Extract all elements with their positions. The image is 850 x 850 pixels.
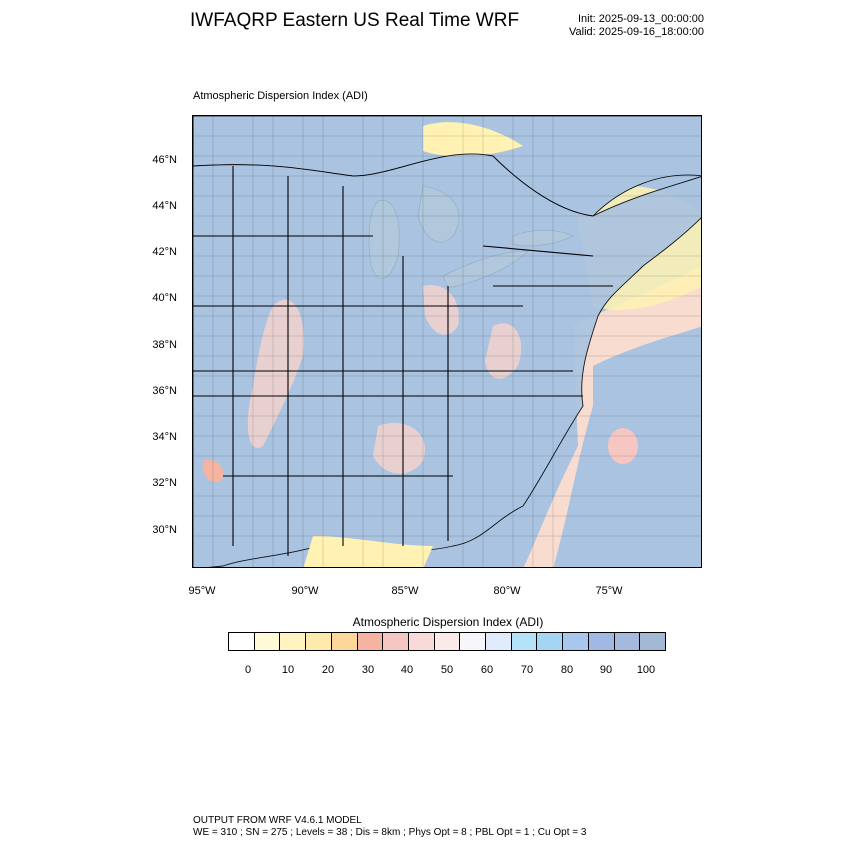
footer-line-2: WE = 310 ; SN = 275 ; Levels = 38 ; Dis … [193,827,587,838]
colorbar-label-80: 80 [560,664,574,676]
colorbar-label-50: 50 [440,664,454,676]
colorbar-segment [511,633,538,650]
lat-label-38: 38°N [152,339,177,351]
colorbar-segment [254,633,281,650]
footer-line-1: OUTPUT FROM WRF V4.6.1 MODEL [193,815,362,826]
lon-label-75: 75°W [595,585,623,597]
lon-label-85: 85°W [391,585,419,597]
lat-label-32: 32°N [152,477,177,489]
lon-label-90: 90°W [291,585,319,597]
colorbar-segment [229,633,255,650]
warm-patch-alabama [373,422,425,474]
colorbar-segment [280,633,307,650]
colorbar-segment [408,633,435,650]
lat-label-44: 44°N [152,200,177,212]
adi-map [193,116,701,567]
warm-patch-virginia [485,323,522,379]
page-title: IWFAQRP Eastern US Real Time WRF [190,10,520,31]
colorbar-segment [537,633,564,650]
colorbar-title: Atmospheric Dispersion Index (ADI) [352,615,544,629]
lat-label-30: 30°N [152,524,177,536]
lat-label-34: 34°N [152,431,177,443]
lat-label-40: 40°N [152,292,177,304]
colorbar-segment [306,633,332,650]
colorbar-label-40: 40 [400,664,414,676]
colorbar-segment [434,633,461,650]
colorbar-segment [588,633,615,650]
colorbar-label-90: 90 [599,664,613,676]
colorbar-segment [383,633,409,650]
colorbar-segment [563,633,589,650]
colorbar-segment [357,633,384,650]
lat-label-46: 46°N [152,154,177,166]
lat-label-42: 42°N [152,246,177,258]
run-info: Init: 2025-09-13_00:00:00 Valid: 2025-09… [569,13,704,39]
lake-superior [423,122,523,157]
colorbar-segment [614,633,641,650]
colorbar-label-30: 30 [361,664,375,676]
colorbar-segment [331,633,358,650]
colorbar-segment [640,633,665,650]
map-panel [192,115,702,568]
ocean-storm-spot [608,428,638,464]
colorbar-label-10: 10 [281,664,295,676]
valid-time: Valid: 2025-09-16_18:00:00 [569,26,704,38]
colorbar-label-60: 60 [480,664,494,676]
lon-label-95: 95°W [188,585,216,597]
county-grid [193,116,701,567]
colorbar-segment [486,633,512,650]
colorbar [228,632,666,651]
colorbar-label-20: 20 [321,664,335,676]
colorbar-label-0: 0 [244,664,252,676]
gulf-coast-low [303,536,433,567]
map-title: Atmospheric Dispersion Index (ADI) [193,90,368,102]
model-footer: OUTPUT FROM WRF V4.6.1 MODEL WE = 310 ; … [193,815,586,839]
lon-label-80: 80°W [493,585,521,597]
init-time: Init: 2025-09-13_00:00:00 [578,13,704,25]
lat-label-36: 36°N [152,385,177,397]
colorbar-label-70: 70 [520,664,534,676]
warm-patch-ohio [423,285,459,335]
colorbar-segment [460,633,487,650]
colorbar-label-100: 100 [636,664,656,676]
warm-patch-mississippi [247,299,304,448]
